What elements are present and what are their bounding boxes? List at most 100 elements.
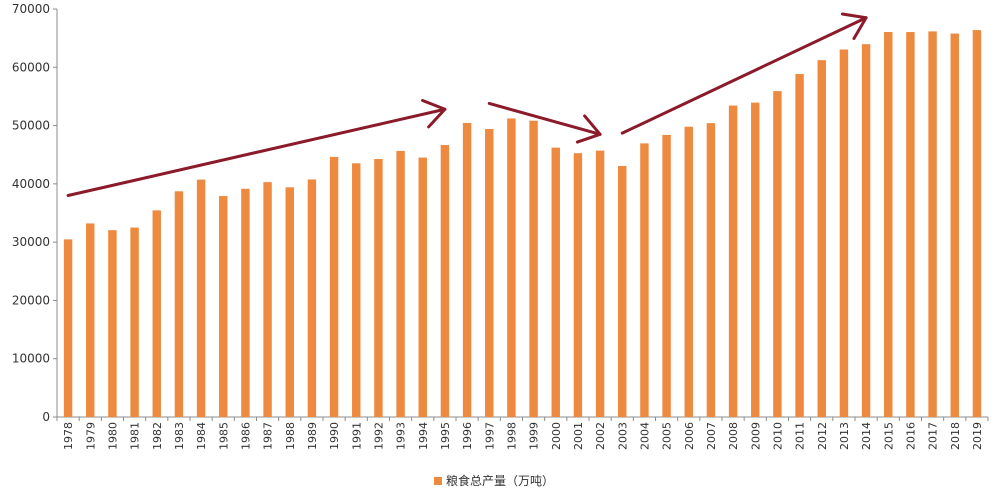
bar bbox=[219, 196, 228, 417]
x-tick-label: 2009 bbox=[749, 422, 762, 450]
x-tick-label: 2016 bbox=[904, 422, 917, 450]
x-tick-label: 2018 bbox=[949, 422, 962, 450]
bar bbox=[174, 191, 184, 417]
y-tick-label: 50000 bbox=[12, 119, 50, 133]
y-tick-label: 70000 bbox=[12, 2, 50, 16]
x-tick-label: 2019 bbox=[971, 422, 984, 450]
bar bbox=[507, 118, 516, 417]
x-tick-label: 1994 bbox=[417, 422, 430, 450]
bar bbox=[440, 145, 450, 417]
bar bbox=[751, 102, 760, 418]
trend-arrows bbox=[66, 12, 868, 198]
x-tick-label: 1979 bbox=[84, 422, 97, 450]
bar bbox=[285, 187, 294, 417]
x-tick-label: 1999 bbox=[528, 422, 541, 450]
bar bbox=[307, 179, 317, 417]
bar bbox=[906, 32, 915, 417]
x-tick-label: 1993 bbox=[395, 422, 408, 450]
bar bbox=[462, 122, 472, 417]
x-tick-label: 1990 bbox=[328, 422, 341, 450]
x-tick-label: 2014 bbox=[860, 422, 873, 450]
bar bbox=[329, 156, 339, 417]
trend-arrow-head bbox=[840, 12, 868, 40]
y-tick-label: 20000 bbox=[12, 293, 50, 307]
x-tick-label: 2011 bbox=[794, 422, 807, 450]
bar bbox=[418, 157, 427, 417]
x-tick-label: 2012 bbox=[816, 422, 829, 450]
x-tick-label: 1983 bbox=[173, 422, 186, 450]
bar bbox=[396, 150, 405, 417]
x-tick-label: 2010 bbox=[771, 422, 784, 450]
legend-swatch bbox=[434, 477, 442, 485]
x-tick-label: 1991 bbox=[350, 422, 363, 450]
bar bbox=[861, 44, 871, 418]
y-axis bbox=[56, 9, 988, 418]
x-tick-label: 2008 bbox=[727, 422, 740, 450]
bar bbox=[152, 210, 161, 417]
bar bbox=[196, 179, 206, 417]
x-tick-label: 1998 bbox=[505, 422, 518, 450]
bar bbox=[352, 163, 361, 417]
bar bbox=[130, 227, 139, 417]
x-tick-label: 2015 bbox=[882, 422, 895, 450]
legend-label: 粮食总产量（万吨） bbox=[446, 473, 554, 488]
y-tick-label: 40000 bbox=[12, 177, 50, 191]
bar bbox=[684, 126, 693, 417]
bar bbox=[618, 165, 627, 417]
x-tick-label: 1997 bbox=[483, 422, 496, 450]
x-tick-label: 2007 bbox=[705, 422, 718, 450]
trend-arrow-head bbox=[575, 114, 602, 144]
bar bbox=[63, 239, 73, 417]
x-tick-label: 1984 bbox=[195, 422, 208, 450]
bar bbox=[263, 182, 272, 417]
trend-arrow-line bbox=[620, 16, 868, 135]
x-tick-label: 2002 bbox=[594, 422, 607, 450]
x-tick-label: 1987 bbox=[262, 422, 275, 450]
x-tick-label: 1988 bbox=[284, 422, 297, 450]
y-tick-label: 30000 bbox=[12, 235, 50, 249]
bar bbox=[839, 49, 849, 417]
x-tick-label: 2013 bbox=[838, 422, 851, 450]
bars bbox=[63, 30, 982, 418]
x-tick-labels: 1978 1979 1980 1981 1982 1983 1984 1985 1986 1987… bbox=[56, 417, 989, 450]
y-tick-labels: 0 10000 20000 30000 40000 50000 60000 70000 bbox=[12, 2, 57, 424]
bar bbox=[86, 223, 95, 417]
x-tick-label: 2000 bbox=[550, 422, 563, 450]
bar bbox=[706, 123, 716, 418]
x-tick-label: 1996 bbox=[461, 422, 474, 450]
x-tick-label: 1995 bbox=[439, 422, 452, 450]
bar bbox=[662, 134, 671, 417]
bar bbox=[551, 147, 560, 417]
bar bbox=[573, 153, 583, 417]
x-tick-label: 2003 bbox=[616, 422, 629, 450]
bar bbox=[728, 105, 738, 417]
x-tick-label: 2017 bbox=[927, 422, 940, 450]
legend: 粮食总产量（万吨） bbox=[434, 473, 554, 488]
bar bbox=[640, 143, 649, 417]
y-tick-label: 10000 bbox=[12, 352, 50, 366]
bar bbox=[241, 188, 250, 417]
bar bbox=[884, 31, 893, 418]
bar bbox=[950, 33, 959, 417]
x-tick-label: 1985 bbox=[217, 422, 230, 450]
bar bbox=[595, 150, 605, 418]
x-tick-label: 1989 bbox=[306, 422, 319, 450]
bar bbox=[817, 60, 826, 417]
bar bbox=[928, 31, 937, 417]
trend-arrow-line bbox=[487, 101, 602, 136]
x-tick-label: 1980 bbox=[106, 422, 119, 450]
y-tick-label: 0 bbox=[42, 410, 50, 424]
x-tick-label: 1986 bbox=[239, 422, 252, 450]
trend-arrow-head bbox=[421, 98, 447, 129]
bar bbox=[374, 158, 383, 417]
x-tick-label: 2004 bbox=[638, 422, 651, 450]
x-tick-label: 2005 bbox=[661, 422, 674, 450]
bar bbox=[795, 73, 804, 418]
y-tick-label: 60000 bbox=[12, 60, 50, 74]
x-tick-label: 2001 bbox=[572, 422, 585, 450]
x-tick-label: 1981 bbox=[129, 422, 142, 450]
x-tick-label: 1978 bbox=[62, 422, 75, 450]
bar bbox=[485, 128, 494, 417]
